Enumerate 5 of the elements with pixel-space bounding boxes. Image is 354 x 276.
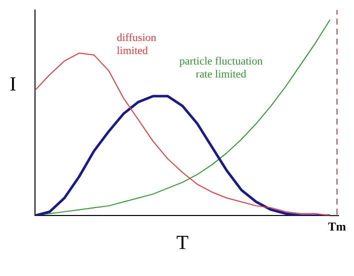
y-axis-title: I (10, 73, 16, 96)
text: particle fluctuation rate limited (179, 55, 264, 80)
x-axis-title: T (176, 232, 189, 254)
text: Tm (328, 220, 346, 234)
series-label: diffusion limited (116, 32, 157, 58)
